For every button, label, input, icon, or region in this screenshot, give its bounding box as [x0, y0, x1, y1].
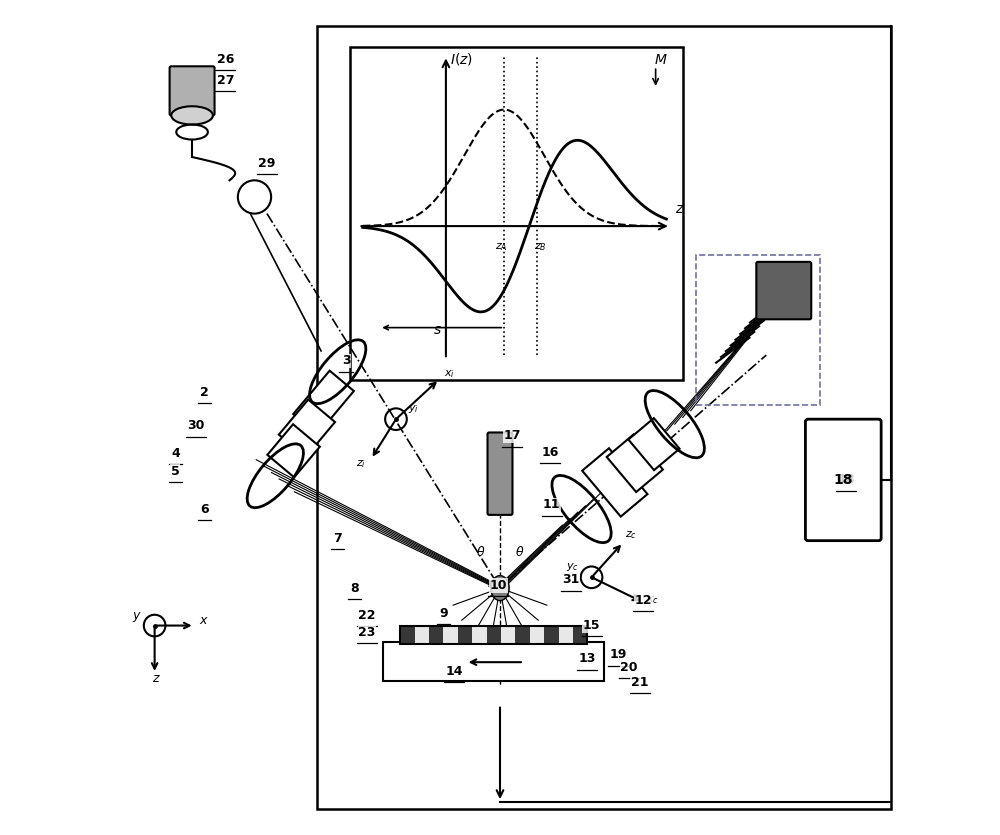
Text: 12: 12	[634, 594, 652, 607]
Text: 20: 20	[620, 660, 638, 674]
Text: 31: 31	[562, 574, 579, 586]
Polygon shape	[293, 371, 354, 434]
Polygon shape	[350, 47, 683, 380]
Text: $x$: $x$	[199, 614, 209, 627]
Text: 27: 27	[217, 74, 234, 87]
Text: $z$: $z$	[152, 672, 161, 686]
Text: 11: 11	[543, 498, 560, 511]
Text: 2: 2	[200, 386, 209, 399]
Text: 18: 18	[838, 473, 855, 487]
Bar	[472, 625, 487, 644]
Text: 30: 30	[188, 419, 205, 433]
Text: 15: 15	[583, 619, 600, 632]
Text: 8: 8	[350, 582, 359, 595]
Text: 4: 4	[171, 447, 180, 460]
FancyBboxPatch shape	[488, 433, 512, 515]
Ellipse shape	[171, 106, 213, 124]
Text: 26: 26	[217, 53, 234, 66]
Text: 16: 16	[541, 446, 559, 459]
FancyBboxPatch shape	[756, 262, 811, 319]
Bar	[458, 625, 472, 644]
Text: $z_A$: $z_A$	[495, 241, 508, 253]
Bar	[515, 625, 530, 644]
Text: $y_c$: $y_c$	[566, 561, 579, 573]
Text: $z_B$: $z_B$	[534, 241, 546, 253]
Text: $\theta$: $\theta$	[515, 545, 525, 559]
Text: $s$: $s$	[433, 323, 442, 337]
Text: $y_i$: $y_i$	[408, 402, 419, 415]
Text: $x_i$: $x_i$	[444, 368, 455, 380]
Bar	[415, 625, 429, 644]
FancyBboxPatch shape	[805, 419, 881, 541]
Text: $\theta$: $\theta$	[476, 545, 486, 559]
Text: 9: 9	[439, 606, 448, 620]
Text: 7: 7	[333, 532, 342, 544]
Text: 5: 5	[171, 465, 180, 478]
Text: 19: 19	[609, 648, 627, 661]
Bar	[400, 625, 415, 644]
Text: $z_i$: $z_i$	[356, 458, 366, 469]
Text: 6: 6	[200, 503, 209, 515]
Text: $x_c$: $x_c$	[646, 595, 659, 606]
Bar	[443, 625, 458, 644]
Bar	[559, 625, 573, 644]
Ellipse shape	[491, 575, 509, 600]
Text: $z$: $z$	[675, 202, 684, 216]
Text: 22: 22	[358, 609, 376, 622]
Text: $z_c$: $z_c$	[625, 529, 637, 541]
Bar	[400, 625, 587, 644]
Text: $I(z)$: $I(z)$	[450, 51, 473, 68]
Polygon shape	[267, 424, 320, 478]
Text: 18: 18	[834, 473, 853, 487]
Text: 17: 17	[504, 429, 521, 443]
Text: 10: 10	[490, 579, 507, 592]
FancyBboxPatch shape	[170, 66, 215, 115]
Text: 13: 13	[579, 652, 596, 665]
Text: 14: 14	[445, 665, 463, 678]
Text: $y$: $y$	[132, 610, 142, 624]
Bar	[501, 625, 515, 644]
Polygon shape	[607, 434, 663, 492]
Text: 21: 21	[631, 676, 649, 689]
Bar	[544, 625, 559, 644]
Text: 29: 29	[258, 157, 276, 170]
Polygon shape	[628, 418, 680, 470]
Polygon shape	[582, 448, 647, 517]
Bar	[383, 642, 604, 681]
Bar	[573, 625, 587, 644]
Bar	[487, 625, 501, 644]
Text: 23: 23	[358, 625, 376, 639]
Bar	[429, 625, 443, 644]
Bar	[530, 625, 544, 644]
Text: $M$: $M$	[654, 53, 668, 67]
Polygon shape	[279, 400, 335, 457]
Text: 3: 3	[342, 354, 350, 367]
